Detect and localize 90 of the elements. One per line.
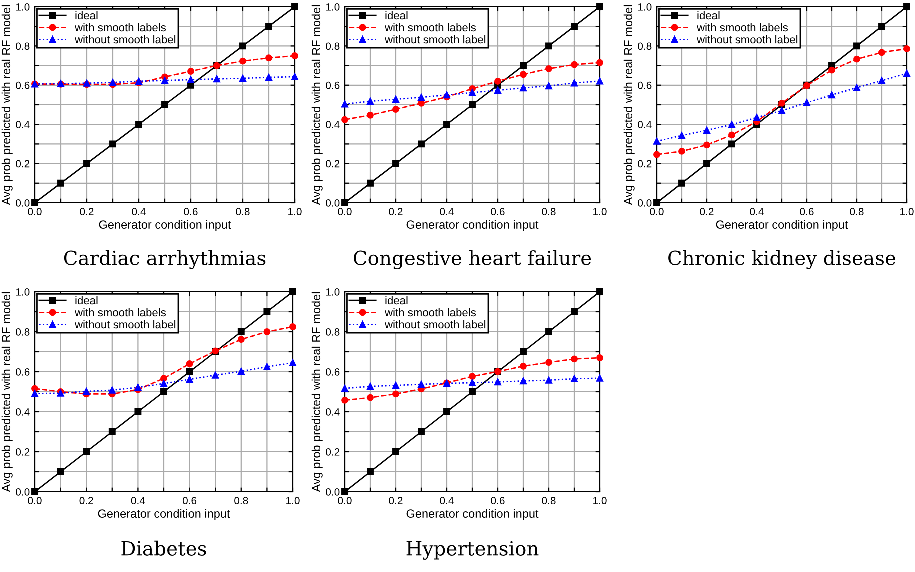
y-tick-label: 0.4	[326, 408, 340, 416]
x-tick-label: 0.0	[28, 497, 42, 505]
x-axis-title: Generator condition input	[98, 509, 230, 520]
x-tick-label: 0.4	[440, 497, 454, 505]
x-tick-label: 0.6	[491, 208, 505, 216]
x-tick-label: 0.8	[850, 208, 864, 216]
legend-label: without smooth label	[74, 35, 176, 44]
legend-label: with smooth labels	[696, 23, 788, 32]
y-tick-label: 0.2	[16, 160, 30, 168]
y-tick-label: 0.6	[638, 82, 652, 90]
x-tick-label: 1.0	[286, 497, 300, 505]
y-axis-title: Avg prob predicted with real RF model	[624, 5, 635, 206]
y-tick-label: 0.0	[638, 200, 652, 207]
y-tick-label: 1.0	[16, 288, 30, 296]
y-tick-label: 0.0	[16, 488, 30, 496]
y-tick-label: 0.2	[326, 160, 340, 168]
y-tick-label: 1.0	[16, 4, 30, 11]
text: Cardiac arrhythmias	[64, 250, 266, 270]
x-tick-label: 0.4	[132, 208, 146, 216]
legend-label: ideal	[76, 11, 98, 20]
y-tick-label: 0.4	[638, 121, 652, 128]
y-tick-label: 0.0	[16, 200, 30, 207]
legend-label: ideal	[386, 296, 408, 305]
y-tick-label: 0.0	[326, 488, 340, 496]
x-tick-label: 0.6	[491, 497, 505, 505]
y-tick-label: 0.8	[16, 42, 30, 50]
x-tick-label: 1.0	[594, 497, 607, 505]
x-tick-label: 0.0	[338, 208, 352, 216]
y-tick-label: 0.8	[638, 42, 652, 50]
legend-label: without smooth label	[384, 320, 486, 329]
y-tick-label: 0.4	[16, 408, 30, 416]
x-tick-label: 0.8	[236, 208, 250, 216]
y-tick-label: 0.6	[16, 82, 30, 90]
y-tick-label: 0.8	[326, 42, 340, 50]
x-tick-label: 0.2	[80, 497, 94, 505]
legend-label: with smooth labels	[384, 23, 476, 32]
x-tick-label: 0.0	[650, 208, 664, 216]
x-axis-title: Generator condition input	[406, 509, 539, 520]
y-tick-label: 0.8	[16, 328, 30, 336]
y-axis-title: Avg prob predicted with real RF model	[2, 5, 13, 206]
y-tick-label: 0.4	[16, 121, 30, 128]
x-tick-label: 0.2	[389, 497, 403, 505]
x-tick-label: 0.2	[700, 208, 714, 216]
legend-label: without smooth label	[696, 35, 798, 44]
x-tick-label: 0.2	[80, 208, 94, 216]
x-tick-label: 0.4	[131, 497, 146, 505]
x-tick-label: 0.4	[440, 208, 454, 216]
x-tick-label: 0.4	[750, 208, 764, 216]
y-axis-title: Avg prob predicted with real RF model	[2, 292, 13, 492]
y-tick-label: 0.4	[326, 121, 340, 128]
x-tick-label: 0.6	[184, 208, 198, 216]
legend-label: without smooth label	[384, 35, 486, 44]
x-tick-label: 0.8	[542, 497, 556, 505]
y-tick-label: 1.0	[326, 4, 340, 11]
legend-label: with smooth labels	[74, 23, 166, 32]
y-tick-label: 0.2	[326, 448, 340, 456]
y-tick-label: 0.0	[326, 200, 340, 207]
text: Diabetes	[122, 540, 206, 556]
x-tick-label: 1.0	[900, 208, 914, 216]
y-tick-label: 1.0	[326, 288, 340, 296]
x-tick-label: 1.0	[594, 208, 607, 216]
y-tick-label: 0.2	[16, 448, 30, 456]
y-tick-label: 0.2	[638, 160, 652, 168]
legend-label: without smooth label	[74, 320, 176, 329]
text: Hypertension	[406, 541, 539, 560]
x-tick-label: 0.2	[389, 208, 403, 216]
x-tick-label: 0.8	[234, 497, 248, 505]
text: Chronic kidney disease	[668, 250, 896, 270]
x-tick-label: 0.0	[338, 497, 352, 505]
legend-label: ideal	[386, 11, 408, 20]
legend-label: with smooth labels	[74, 308, 166, 317]
x-tick-label: 0.8	[542, 208, 556, 216]
y-axis-title: Avg prob predicted with real RF model	[312, 5, 323, 206]
y-tick-label: 1.0	[638, 4, 652, 11]
y-tick-label: 0.6	[326, 82, 340, 90]
legend-label: ideal	[76, 296, 98, 305]
x-tick-label: 0.0	[28, 208, 42, 216]
x-tick-label: 1.0	[288, 208, 302, 216]
legend-label: with smooth labels	[384, 308, 476, 317]
y-tick-label: 0.6	[16, 368, 30, 376]
y-axis-title: Avg prob predicted with real RF model	[312, 292, 323, 492]
text: Congestive heart failure	[354, 250, 592, 270]
x-axis-title: Generator condition input	[406, 220, 539, 232]
y-tick-label: 0.6	[326, 368, 340, 376]
x-axis-title: Generator condition input	[99, 220, 232, 232]
x-tick-label: 0.6	[800, 208, 814, 216]
x-tick-label: 0.6	[182, 497, 197, 505]
x-axis-title: Generator condition input	[716, 220, 848, 232]
y-tick-label: 0.8	[326, 328, 340, 336]
legend-label: ideal	[698, 11, 720, 20]
